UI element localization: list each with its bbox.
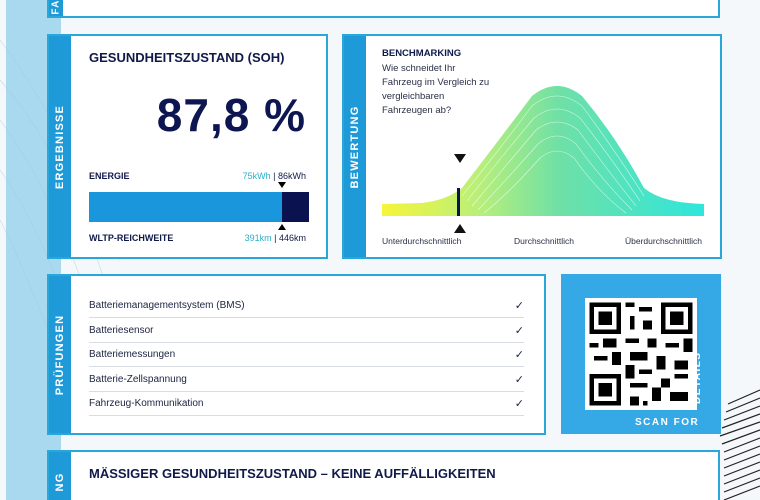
range-label: WLTP-REICHWEITE	[89, 233, 174, 243]
check-item: Batteriesensor ✓	[89, 319, 524, 343]
benchmark-marker-up-icon	[454, 224, 466, 233]
checkmark-icon: ✓	[514, 349, 524, 361]
soh-title: GESUNDHEITSZUSTAND (SOH)	[89, 50, 285, 65]
top-card-side-label: FA	[49, 0, 63, 16]
benchmark-curve-chart	[382, 86, 704, 216]
check-item: Batteriemanagementsystem (BMS) ✓	[89, 294, 524, 318]
check-item: Batteriemessungen ✓	[89, 343, 524, 367]
checkmark-icon: ✓	[514, 374, 524, 386]
checks-side-label: PRÜFUNGEN	[49, 276, 71, 433]
check-item: Batterie-Zellspannung ✓	[89, 368, 524, 392]
qr-code-panel[interactable]: SCAN FOR DETAILS	[561, 274, 721, 434]
marker-down-icon	[278, 182, 286, 188]
marker-up-icon	[278, 224, 286, 230]
checkmark-icon: ✓	[514, 398, 524, 410]
energy-label: ENERGIE	[89, 171, 130, 181]
soh-bar-fill	[89, 192, 283, 222]
benchmark-question: Wie schneidet Ihr Fahrzeug im Vergleich …	[382, 63, 490, 116]
checkmark-icon: ✓	[514, 325, 524, 337]
summary-card: NG MÄSSIGER GESUNDHEITSZUSTAND – KEINE A…	[47, 450, 720, 500]
qr-code[interactable]	[585, 298, 697, 410]
range-original: 446km	[278, 233, 306, 243]
check-item: Fahrzeug-Kommunikation ✓	[89, 392, 524, 416]
checkmark-icon: ✓	[514, 300, 524, 312]
energy-original: 86kWh	[277, 171, 306, 181]
results-card: ERGEBNISSE GESUNDHEITSZUSTAND (SOH) 87,8…	[47, 34, 328, 259]
range-separator: |	[271, 233, 279, 243]
range-values: 391km | 446km	[245, 233, 306, 243]
soh-value: 87,8 %	[156, 89, 306, 141]
top-card: FA	[47, 0, 720, 18]
axis-label-below: Unterdurchschnittlich	[382, 236, 462, 246]
axis-label-average: Durchschnittlich	[514, 236, 574, 246]
energy-current: 75kWh	[242, 171, 271, 181]
results-side-label: ERGEBNISSE	[49, 36, 71, 257]
benchmark-marker-down-icon	[454, 154, 466, 163]
benchmark-title: BENCHMARKING	[382, 48, 462, 59]
summary-side-label: NG	[49, 452, 71, 500]
energy-values: 75kWh | 86kWh	[243, 171, 306, 181]
summary-title: MÄSSIGER GESUNDHEITSZUSTAND – KEINE AUFF…	[89, 466, 496, 481]
rating-side-label: BEWERTUNG	[344, 36, 366, 257]
qr-caption: SCAN FOR	[635, 417, 700, 428]
soh-bar	[89, 192, 309, 222]
range-current: 391km	[244, 233, 272, 243]
energy-separator: |	[270, 171, 278, 181]
checks-card: PRÜFUNGEN Batteriemanagementsystem (BMS)…	[47, 274, 546, 435]
qr-caption-vertical: DETAILS	[692, 351, 703, 404]
axis-label-above: Überdurchschnittlich	[624, 236, 702, 246]
rating-card: BEWERTUNG BENCHMARKING Wie schneidet Ihr…	[342, 34, 722, 259]
